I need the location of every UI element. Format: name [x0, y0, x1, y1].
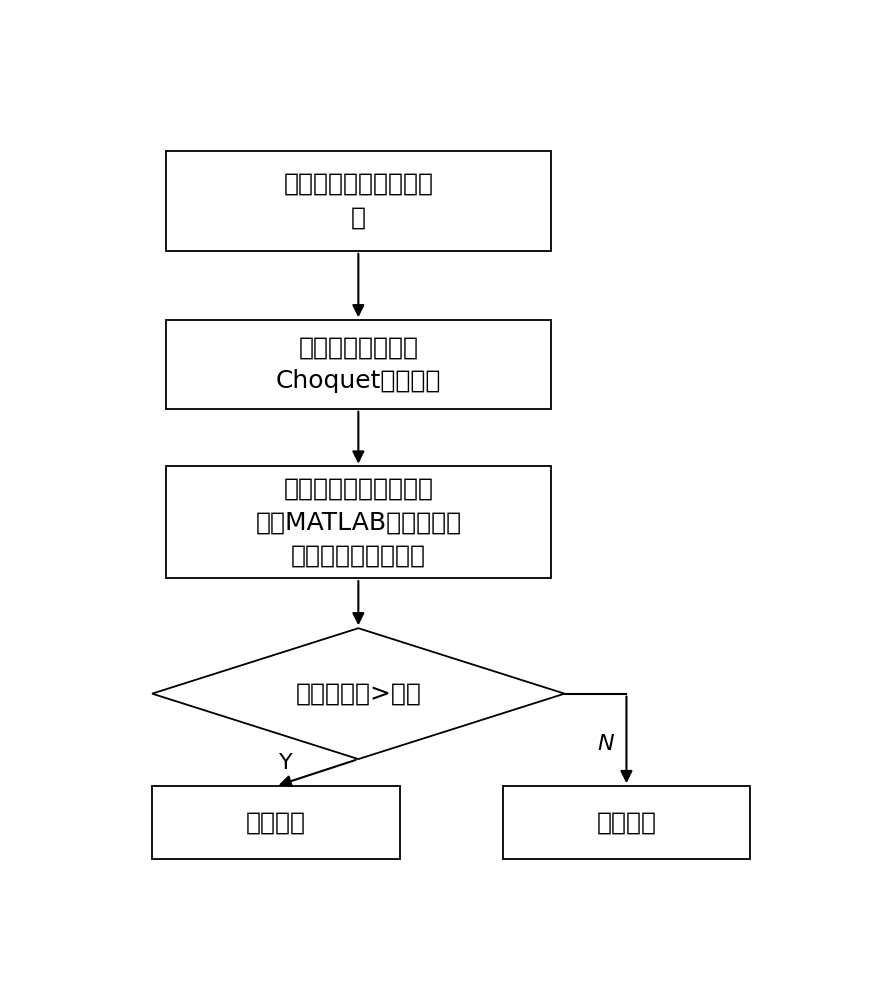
Text: 利用差电流数据得
Choquet模糊积分: 利用差电流数据得 Choquet模糊积分 [276, 336, 440, 393]
Text: N: N [597, 734, 613, 754]
Bar [166, 151, 550, 251]
Bar [166, 466, 550, 578]
Polygon shape [152, 628, 563, 759]
Bar [166, 320, 550, 409]
Text: 模糊积分値>定値: 模糊积分値>定値 [295, 682, 421, 706]
Text: 建立非线性优化模型并
通过MATLAB编程求解计
算全部子集上的测度: 建立非线性优化模型并 通过MATLAB编程求解计 算全部子集上的测度 [255, 477, 461, 568]
Text: 判据及其隶属函数的选
取: 判据及其隶属函数的选 取 [283, 172, 433, 230]
Bar [152, 786, 399, 859]
Text: 故障电流: 故障电流 [595, 811, 656, 835]
Text: Y: Y [279, 753, 292, 773]
Bar [502, 786, 750, 859]
Text: 励磁涌流: 励磁涌流 [245, 811, 306, 835]
